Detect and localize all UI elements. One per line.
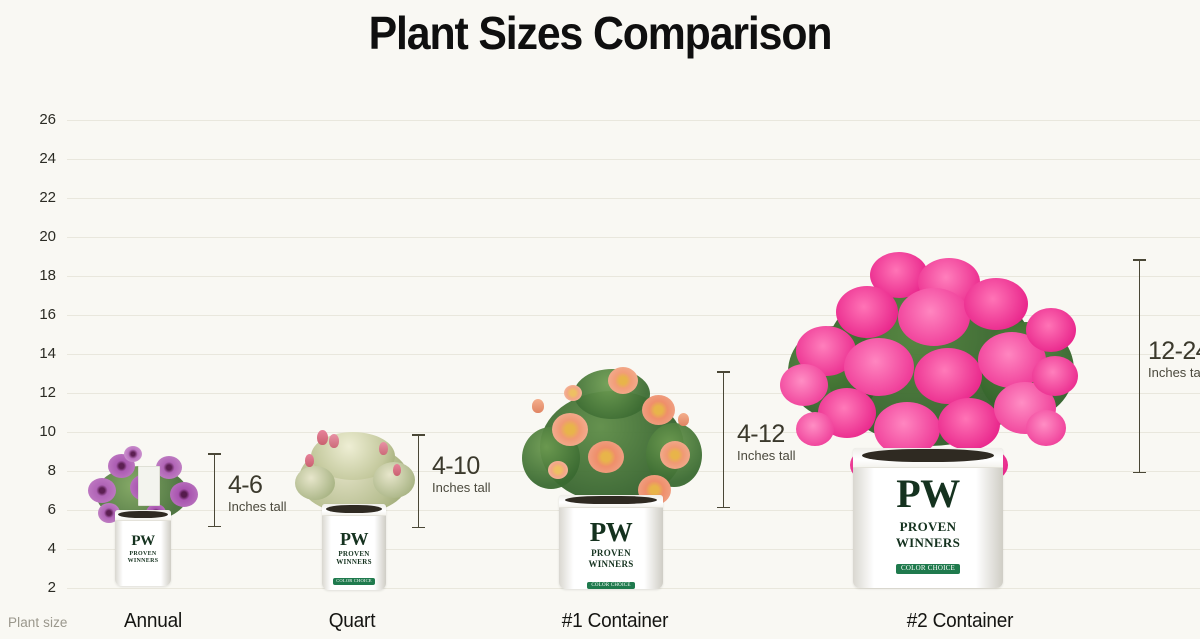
gridline-14 [67,354,1200,355]
y-tick-8: 8 [47,462,56,479]
gridline-20 [67,237,1200,238]
measure-unit-container2: Inches tall [1148,365,1200,381]
plant-image-container2: PW PROVEN WINNERS COLOR CHOICE [778,252,1078,590]
y-tick-14: 14 [39,345,56,362]
gridline-22 [67,198,1200,199]
foliage-container2 [778,252,1078,484]
pot-brand-mark-quart: PW [340,529,369,549]
y-tick-20: 20 [39,228,56,245]
pot-brand-line2-annual: WINNERS [127,558,159,564]
pot-brand-line2-container1: WINNERS [588,559,634,569]
measure-range-annual: 4-6 [228,471,263,499]
measure-label-quart: 4-10 Inches tall [432,453,491,497]
y-tick-6: 6 [47,501,56,518]
y-tick-12: 12 [39,384,56,401]
x-axis-name: Plant size [8,615,68,630]
measure-unit-quart: Inches tall [432,480,491,496]
gridline-24 [67,159,1200,160]
pot-brand-mark-container2: PW [896,471,960,516]
y-tick-4: 4 [47,540,56,557]
x-category-annual: Annual [123,610,183,632]
pot-brand-line1-container1: PROVEN [591,548,631,558]
measure-bracket-container1 [717,371,730,508]
plant-tag-annual [138,466,160,506]
pot-container2: PW PROVEN WINNERS COLOR CHOICE [853,448,1003,588]
y-tick-16: 16 [39,306,56,323]
measure-range-quart: 4-10 [432,452,480,480]
page-title: Plant Sizes Comparison [368,7,833,59]
pot-brand-line1-annual: PROVEN [129,551,157,557]
y-tick-18: 18 [39,267,56,284]
plant-image-annual: PW PROVEN WINNERS [83,446,203,588]
y-tick-2: 2 [47,579,56,596]
measure-bracket-container2 [1133,259,1146,473]
measure-range-container2: 12-24 [1148,337,1200,365]
y-tick-26: 26 [39,111,56,128]
y-tick-10: 10 [39,423,56,440]
x-category-container2: #2 Container [906,610,1014,632]
measure-unit-annual: Inches tall [228,499,287,515]
pot-color-choice-badge-quart: COLOR CHOICE [333,578,375,585]
plant-image-quart: PW PROVEN WINNERS COLOR CHOICE [293,428,415,590]
measure-label-container1: 4-12 Inches tall [737,421,796,465]
measure-label-annual: 4-6 Inches tall [228,472,287,516]
pot-quart: PW PROVEN WINNERS COLOR CHOICE [322,504,386,590]
pot-brand-line1-container2: PROVEN [899,519,957,534]
y-tick-22: 22 [39,189,56,206]
foliage-quart [293,428,415,520]
plant-image-container1: PW PROVEN WINNERS COLOR CHOICE [520,365,702,590]
measure-bracket-annual [208,453,221,527]
gridline-18 [67,276,1200,277]
pot-brand-line2-quart: WINNERS [336,558,372,566]
pot-color-choice-badge-container1: COLOR CHOICE [587,582,635,589]
gridline-26 [67,120,1200,121]
x-category-quart: Quart [328,610,376,632]
measure-range-container1: 4-12 [737,420,785,448]
pot-brand-mark-annual: PW [131,533,155,549]
pot-container1: PW PROVEN WINNERS COLOR CHOICE [559,495,663,589]
pot-brand-line2-container2: WINNERS [895,535,961,550]
pot-brand-line1-quart: PROVEN [338,550,370,558]
gridline-16 [67,315,1200,316]
measure-label-container2: 12-24 Inches tall [1148,338,1200,382]
measure-unit-container1: Inches tall [737,448,796,464]
foliage-container1 [520,365,702,515]
measure-bracket-quart [412,434,425,528]
pot-color-choice-badge-container2: COLOR CHOICE [896,563,960,574]
y-tick-24: 24 [39,150,56,167]
pot-brand-mark-container1: PW [589,517,633,547]
foliage-annual [84,446,202,530]
x-category-container1: #1 Container [561,610,669,632]
pot-annual: PW PROVEN WINNERS [115,510,171,586]
